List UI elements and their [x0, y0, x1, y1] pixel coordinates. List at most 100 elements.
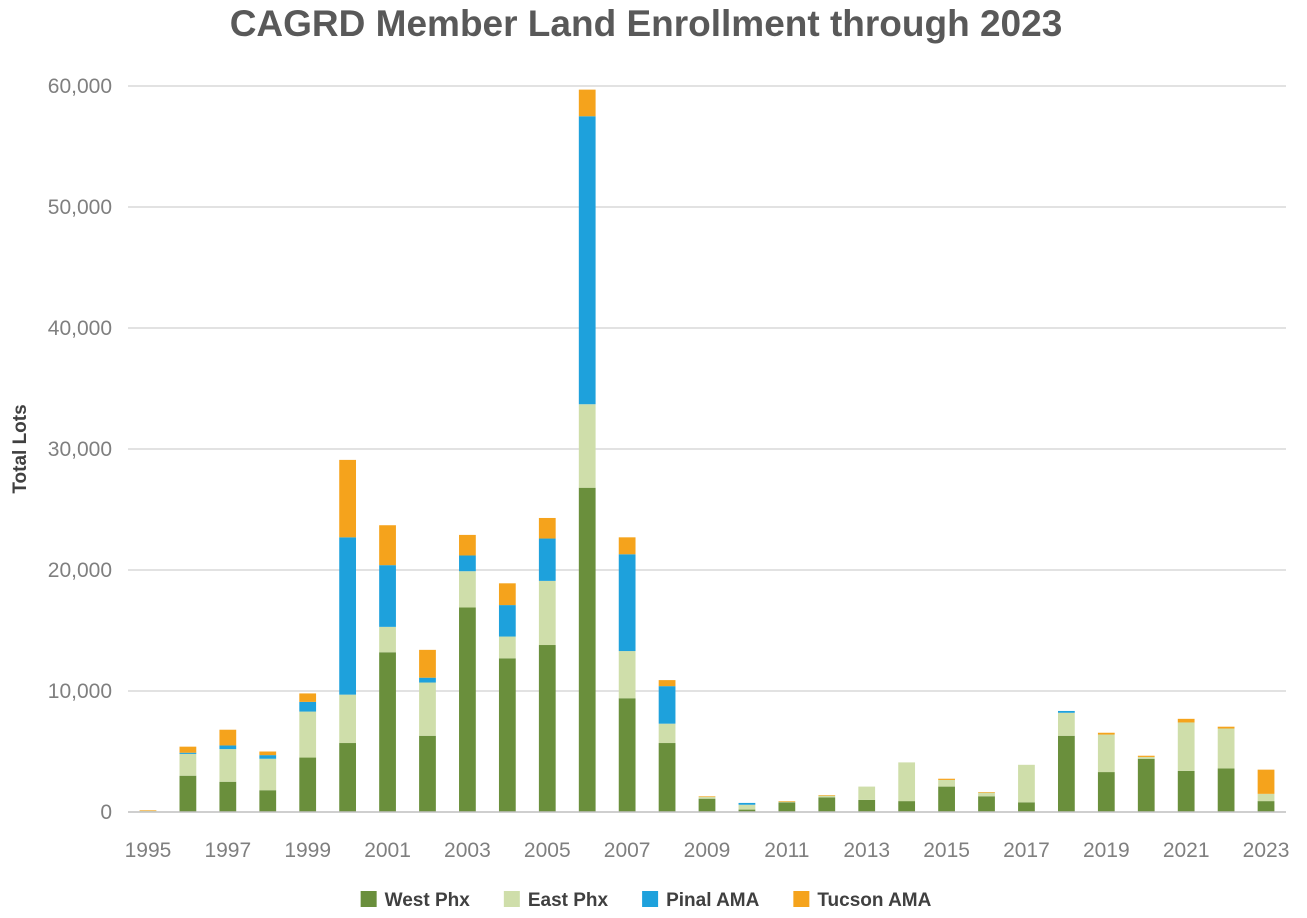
- x-tick-label: 2023: [1243, 839, 1290, 862]
- bar-east-phx-1996: [179, 753, 197, 776]
- x-axis-ticks: 1995 1997 1999 2001 2003 2005 2007 2009 2011 2013…: [125, 839, 1290, 862]
- bar-tucson-ama-2006: [578, 89, 596, 117]
- bar-east-phx-1998: [259, 758, 277, 791]
- y-tick-label: 50,000: [48, 196, 112, 219]
- bar-west-phx-2010: [738, 809, 756, 812]
- bar-tucson-ama-2008: [658, 680, 676, 687]
- y-axis-label: Total Lots: [10, 404, 31, 493]
- bar-west-phx-2000: [339, 743, 357, 812]
- x-tick-label: 2007: [604, 839, 651, 862]
- y-tick-label: 60,000: [48, 75, 112, 98]
- bar-west-phx-2022: [1217, 768, 1235, 812]
- bar-pinal-ama-2010: [738, 802, 756, 805]
- bar-tucson-ama-2012: [818, 795, 836, 796]
- bar-east-phx-2011: [778, 801, 796, 803]
- bar-east-phx-2001: [379, 626, 396, 653]
- y-tick-label: 20,000: [48, 559, 112, 582]
- bar-pinal-ama-1998: [259, 755, 277, 759]
- bar-tucson-ama-1998: [259, 751, 277, 756]
- bar-pinal-ama-2005: [538, 538, 556, 581]
- bar-pinal-ama-2007: [618, 554, 636, 652]
- bar-east-phx-2017: [1018, 764, 1035, 803]
- bar-west-phx-2020: [1137, 758, 1155, 812]
- bar-east-phx-2003: [459, 571, 476, 608]
- bar-pinal-ama-2006: [578, 116, 596, 405]
- x-tick-label: 2019: [1083, 839, 1130, 862]
- bar-west-phx-2018: [1057, 735, 1075, 812]
- bar-west-phx-1996: [179, 775, 197, 812]
- legend-label: Tucson AMA: [817, 890, 931, 911]
- bar-west-phx-2005: [538, 645, 556, 812]
- bar-tucson-ama-2016: [978, 792, 995, 793]
- x-tick-label: 1997: [204, 839, 251, 862]
- y-axis-ticks: 0 10,000 20,000 30,000 40,000 50,000 60,000: [48, 75, 112, 824]
- bar-east-phx-2018: [1057, 712, 1075, 736]
- bar-tucson-ama-2000: [339, 459, 357, 538]
- bar-west-phx-2006: [578, 487, 596, 812]
- bar-west-phx-2008: [658, 743, 676, 812]
- bar-west-phx-1998: [259, 790, 277, 812]
- bar-west-phx-2016: [978, 796, 995, 812]
- bar-east-phx-2019: [1097, 734, 1115, 773]
- bar-east-phx-2012: [818, 795, 836, 798]
- bar-east-phx-2000: [339, 694, 357, 744]
- bar-tucson-ama-2020: [1137, 755, 1155, 757]
- legend-item: Pinal AMA: [642, 890, 760, 911]
- bar-east-phx-2007: [618, 651, 636, 699]
- chart-title: CAGRD Member Land Enrollment through 202…: [230, 3, 1063, 44]
- legend-swatch: [793, 891, 810, 907]
- bar-west-phx-2001: [379, 652, 396, 812]
- bar-west-phx-2021: [1177, 770, 1195, 812]
- bar-east-phx-2016: [978, 792, 995, 797]
- bar-east-phx-2006: [578, 404, 596, 488]
- bar-pinal-ama-2001: [379, 565, 396, 627]
- bar-tucson-ama-1996: [179, 746, 197, 753]
- x-tick-label: 2015: [923, 839, 970, 862]
- bar-west-phx-2003: [459, 607, 476, 812]
- x-tick-label: 2005: [524, 839, 571, 862]
- bar-pinal-ama-2000: [339, 537, 357, 695]
- bar-east-phx-1995: [139, 810, 157, 812]
- y-tick-label: 0: [100, 801, 112, 824]
- bar-west-phx-2011: [778, 802, 796, 812]
- legend-label: Pinal AMA: [666, 890, 760, 911]
- bar-east-phx-2013: [858, 786, 876, 800]
- bar-west-phx-2013: [858, 799, 876, 812]
- x-tick-label: 2003: [444, 839, 491, 862]
- legend-label: West Phx: [385, 890, 471, 911]
- bar-tucson-ama-2007: [618, 537, 636, 555]
- legend-swatch: [503, 891, 520, 907]
- bar-west-phx-2007: [618, 698, 636, 812]
- bar-pinal-ama-2018: [1057, 710, 1075, 713]
- bar-east-phx-2010: [738, 804, 756, 810]
- bar-pinal-ama-2003: [459, 555, 476, 572]
- gridlines: [128, 85, 1286, 692]
- x-tick-label: 2021: [1163, 839, 1210, 862]
- bar-tucson-ama-2011: [778, 801, 796, 802]
- legend-swatch: [360, 891, 377, 907]
- bar-west-phx-2014: [898, 801, 916, 812]
- bar-pinal-ama-2004: [498, 605, 516, 637]
- x-tick-label: 1999: [284, 839, 331, 862]
- bar-tucson-ama-2002: [419, 649, 436, 678]
- bar-east-phx-2004: [498, 636, 516, 659]
- x-tick-label: 2013: [843, 839, 890, 862]
- legend-item: East Phx: [503, 890, 609, 911]
- x-tick-label: 2001: [364, 839, 411, 862]
- legend-swatch: [642, 891, 659, 907]
- bar-east-phx-2002: [419, 682, 436, 736]
- x-tick-label: 2017: [1003, 839, 1050, 862]
- bar-pinal-ama-1997: [219, 745, 237, 750]
- bar-east-phx-2014: [898, 762, 916, 802]
- bar-tucson-ama-2005: [538, 517, 556, 539]
- bar-east-phx-1999: [299, 711, 317, 758]
- bar-pinal-ama-2008: [658, 686, 676, 724]
- bar-tucson-ama-2019: [1097, 732, 1115, 735]
- bar-west-phx-2009: [698, 798, 716, 812]
- legend-item: Tucson AMA: [793, 890, 932, 911]
- bar-tucson-ama-2003: [459, 534, 476, 556]
- bar-west-phx-2012: [818, 797, 836, 812]
- bar-tucson-ama-1997: [219, 729, 237, 746]
- bar-tucson-ama-2015: [938, 778, 955, 780]
